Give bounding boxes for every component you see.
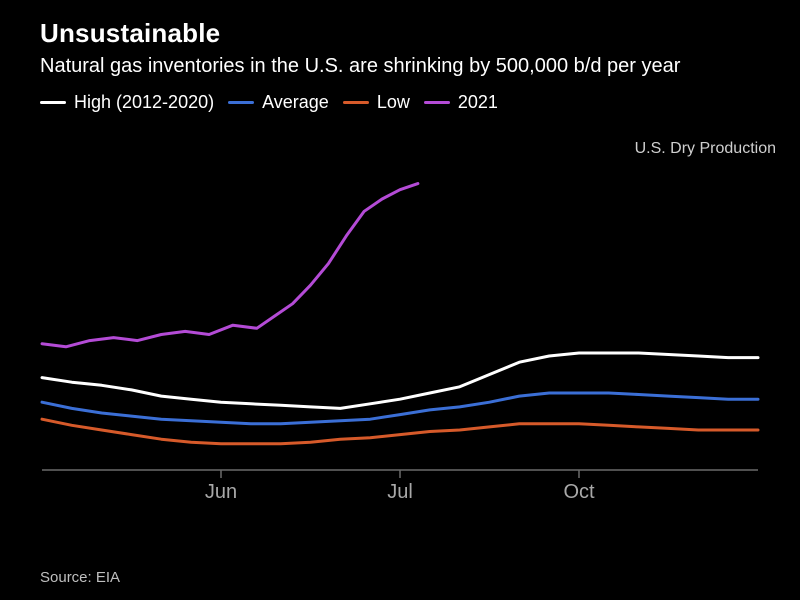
series-line (42, 419, 758, 444)
chart-header: Unsustainable Natural gas inventories in… (40, 18, 790, 113)
legend-label: Average (262, 92, 329, 113)
series-line (42, 184, 418, 347)
chart-subtitle: Natural gas inventories in the U.S. are … (40, 55, 790, 78)
legend-item: Average (228, 92, 329, 113)
legend-item: High (2012-2020) (40, 92, 214, 113)
legend-label: High (2012-2020) (74, 92, 214, 113)
chart-area: Jun Jul Oct (40, 160, 760, 510)
chart-note: U.S. Dry Production (635, 140, 776, 158)
legend-swatch (228, 101, 254, 104)
chart-title: Unsustainable (40, 18, 790, 49)
chart-svg: Jun Jul Oct (40, 160, 760, 510)
x-tick-label: Oct (563, 481, 595, 503)
chart-legend: High (2012-2020) Average Low 2021 (40, 92, 790, 113)
legend-item: Low (343, 92, 410, 113)
legend-swatch (424, 101, 450, 104)
legend-swatch (40, 101, 66, 104)
chart-source: Source: EIA (40, 569, 120, 586)
series-line (42, 393, 758, 424)
x-tick-label: Jul (387, 481, 413, 503)
legend-label: Low (377, 92, 410, 113)
legend-swatch (343, 101, 369, 104)
series-line (42, 353, 758, 408)
x-tick-label: Jun (205, 481, 237, 503)
legend-item: 2021 (424, 92, 498, 113)
legend-label: 2021 (458, 92, 498, 113)
